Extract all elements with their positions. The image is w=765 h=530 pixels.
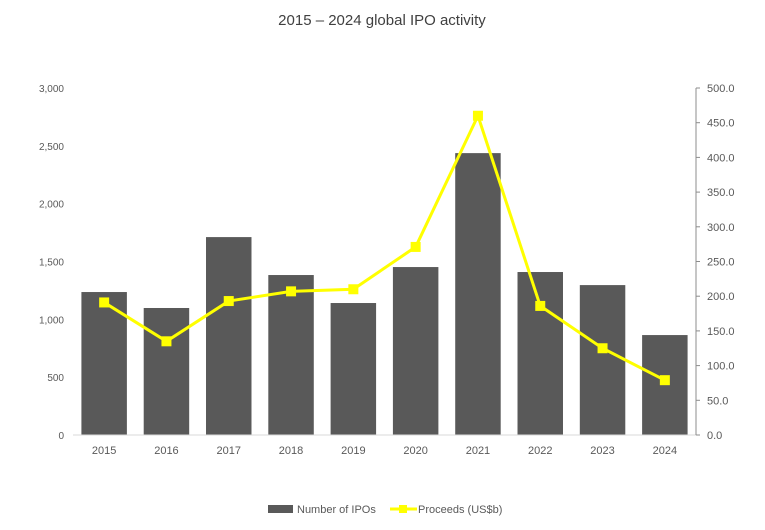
bar-2015 [81,292,127,435]
right-tick-label: 0.0 [707,430,722,442]
legend-label-proceeds: Proceeds (US$b) [418,504,502,516]
proceeds-line [103,111,666,382]
legend: Number of IPOs Proceeds (US$b) [268,504,502,516]
right-tick-label: 350.0 [707,187,735,199]
x-tick-label: 2019 [341,445,365,457]
legend-label-ipos: Number of IPOs [297,504,376,516]
bar-2023 [579,285,626,435]
proceeds-point-2019 [348,284,359,295]
bar-2017 [206,237,252,435]
x-tick-label: 2022 [528,445,552,457]
bar-2018 [268,275,314,435]
legend-marker-swatch [399,505,407,513]
left-tick-label: 3,000 [39,84,64,95]
x-tick-label: 2020 [403,445,427,457]
bar-2021 [455,153,501,435]
proceeds-point-2024 [659,375,670,386]
chart-title: 2015 – 2024 global IPO activity [278,12,486,29]
right-tick-label: 500.0 [707,83,735,95]
proceeds-point-2015 [99,297,110,308]
right-tick-label: 150.0 [707,326,735,338]
x-tick-label: 2021 [466,445,490,457]
proceeds-point-2022 [535,300,546,311]
left-tick-label: 2,000 [39,200,64,211]
bar-2020 [392,267,439,435]
x-tick-label: 2016 [154,445,178,457]
x-tick-label: 2018 [279,445,303,457]
right-tick-label: 250.0 [707,257,735,269]
proceeds-point-2020 [410,241,421,252]
left-tick-label: 500 [47,373,64,384]
right-tick-label: 400.0 [707,152,735,164]
left-tick-label: 2,500 [39,142,64,153]
left-tick-label: 0 [58,431,64,442]
right-tick-label: 100.0 [707,361,735,373]
legend-bar-swatch [268,505,293,513]
x-tick-label: 2017 [217,445,241,457]
proceeds-point-2017 [223,296,234,307]
right-tick-label: 450.0 [707,118,735,130]
x-tick-label: 2015 [92,445,116,457]
right-tick-label: 200.0 [707,291,735,303]
proceeds-point-2021 [472,110,483,121]
bar-2019 [330,303,377,435]
right-tick-label: 50.0 [707,395,728,407]
proceeds-point-2016 [161,336,172,347]
bar-2016 [143,307,190,435]
left-tick-label: 1,500 [39,258,64,269]
proceeds-point-2018 [286,286,297,297]
proceeds-point-2023 [597,343,608,354]
right-tick-label: 300.0 [707,222,735,234]
left-tick-label: 1,000 [39,315,64,326]
x-tick-label: 2023 [590,445,614,457]
bar-2022 [517,272,563,435]
x-tick-label: 2024 [653,445,677,457]
